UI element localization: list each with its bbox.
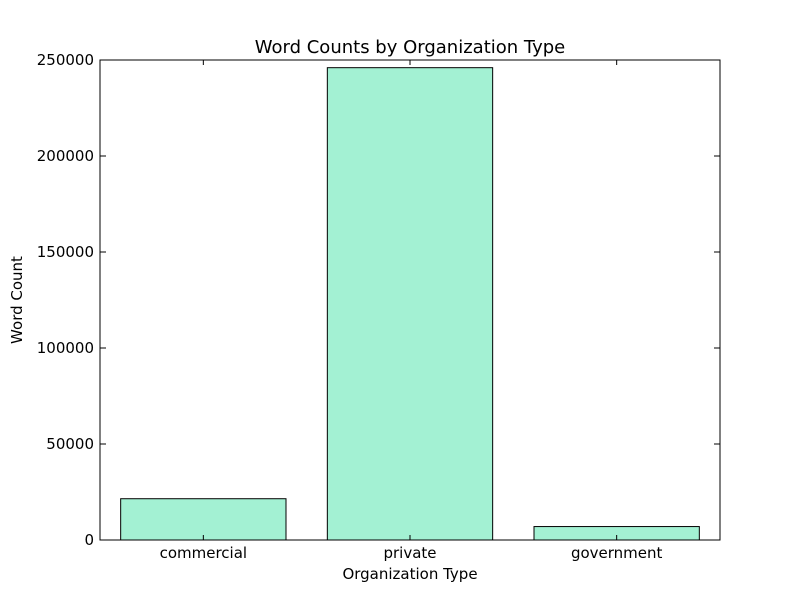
y-tick-label-50000: 50000 <box>46 435 94 453</box>
y-tick-label-150000: 150000 <box>37 243 94 261</box>
ticks-layer: commercial private government 0 50000 100000 1… <box>37 51 720 562</box>
y-axis-label: Word Count <box>8 256 26 344</box>
bar-private <box>326 67 494 541</box>
y-tick-label-100000: 100000 <box>37 339 94 357</box>
y-tick-label-250000: 250000 <box>37 51 94 69</box>
y-tick-label-200000: 200000 <box>37 147 94 165</box>
bar-commercial <box>120 498 287 541</box>
x-tick-label-government: government <box>571 544 663 562</box>
y-tick-label-0: 0 <box>84 531 94 549</box>
chart-title: Word Counts by Organization Type <box>255 37 565 58</box>
bars-layer <box>120 67 700 541</box>
x-tick-label-commercial: commercial <box>160 544 248 562</box>
plot-frame <box>99 59 721 541</box>
x-tick-label-private: private <box>383 544 436 562</box>
x-axis-label: Organization Type <box>342 565 477 583</box>
